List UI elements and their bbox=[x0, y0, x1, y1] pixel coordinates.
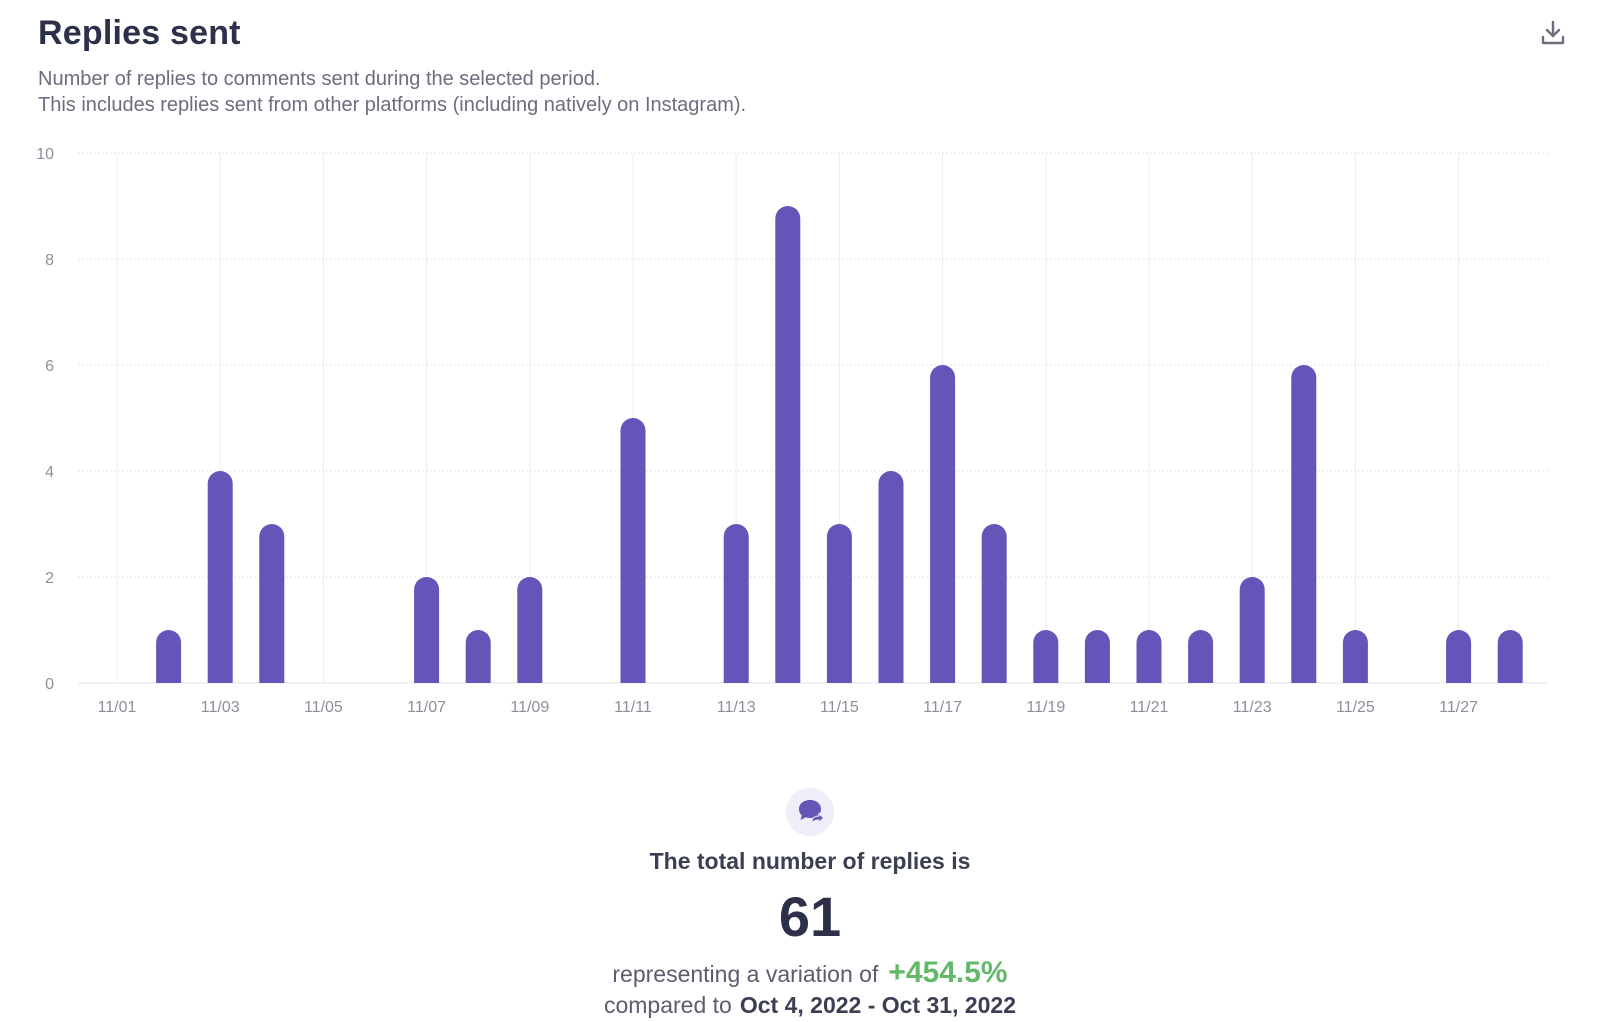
bar-11-23[interactable] bbox=[1239, 577, 1265, 683]
y-tick-label: 4 bbox=[45, 464, 54, 481]
x-tick-label: 11/01 bbox=[98, 699, 137, 716]
bar-11-08[interactable] bbox=[465, 630, 491, 683]
bar-11-16[interactable] bbox=[878, 471, 904, 683]
card-subtitle-line1: Number of replies to comments sent durin… bbox=[38, 68, 601, 90]
replies-bar-chart: 0 2 4 6 8 10 11/01 11/03 11/05 11/07 11/09 11/11 11/… bbox=[36, 146, 1548, 716]
bar-11-19[interactable] bbox=[1033, 630, 1059, 683]
bar-11-11[interactable] bbox=[620, 417, 646, 683]
variation-value: +454.5% bbox=[888, 956, 1008, 989]
chart-labels: 0 2 4 6 8 10 11/01 11/03 11/05 11/07 11/09 11/11 11/… bbox=[36, 146, 1478, 716]
reply-bubble-icon bbox=[799, 800, 825, 824]
x-tick-label: 11/09 bbox=[510, 699, 549, 716]
x-tick-label: 11/03 bbox=[201, 699, 240, 716]
download-button[interactable] bbox=[1538, 18, 1568, 48]
bar-11-22[interactable] bbox=[1188, 630, 1214, 683]
compare-text: compared to bbox=[603, 992, 732, 1018]
y-tick-label: 2 bbox=[45, 570, 54, 587]
x-tick-label: 11/17 bbox=[923, 699, 962, 716]
chart-grid bbox=[78, 152, 1548, 684]
y-tick-label: 8 bbox=[45, 252, 54, 269]
x-tick-label: 11/21 bbox=[1130, 699, 1169, 716]
x-tick-label: 11/07 bbox=[407, 699, 446, 716]
x-tick-label: 11/23 bbox=[1233, 699, 1272, 716]
card-title: Replies sent bbox=[38, 14, 241, 52]
variation-text: representing a variation of bbox=[612, 961, 879, 987]
total-replies-value: 61 bbox=[778, 885, 842, 948]
card-subtitle-line2: This includes replies sent from other pl… bbox=[38, 94, 747, 116]
x-tick-label: 11/13 bbox=[717, 699, 756, 716]
y-tick-label: 0 bbox=[45, 676, 54, 693]
bar-11-02[interactable] bbox=[156, 630, 182, 683]
bar-11-20[interactable] bbox=[1084, 630, 1110, 683]
bar-11-13[interactable] bbox=[723, 524, 749, 683]
bar-11-15[interactable] bbox=[826, 524, 852, 683]
bar-11-25[interactable] bbox=[1342, 630, 1368, 683]
bar-11-07[interactable] bbox=[414, 577, 440, 683]
x-tick-label: 11/27 bbox=[1439, 699, 1478, 716]
compare-line: compared to Oct 4, 2022 - Oct 31, 2022 bbox=[0, 992, 1600, 1019]
bar-11-09[interactable] bbox=[517, 577, 543, 683]
bar-11-17[interactable] bbox=[930, 365, 956, 683]
x-tick-label: 11/05 bbox=[304, 699, 343, 716]
x-tick-label: 11/15 bbox=[820, 699, 859, 716]
x-tick-label: 11/11 bbox=[614, 699, 652, 716]
bar-11-28[interactable] bbox=[1497, 630, 1523, 683]
bar-11-21[interactable] bbox=[1136, 630, 1162, 683]
download-icon bbox=[1541, 20, 1565, 45]
bar-11-14[interactable] bbox=[775, 206, 801, 683]
variation-line: representing a variation of +454.5% bbox=[0, 956, 1600, 990]
bar-11-03[interactable] bbox=[207, 471, 233, 683]
bar-11-24[interactable] bbox=[1291, 365, 1317, 683]
compare-date-range: Oct 4, 2022 - Oct 31, 2022 bbox=[739, 992, 1017, 1018]
y-tick-label: 6 bbox=[45, 358, 54, 375]
x-tick-label: 11/19 bbox=[1026, 699, 1065, 716]
total-replies-label: The total number of replies is bbox=[649, 848, 971, 874]
y-tick-label: 10 bbox=[36, 146, 54, 163]
chart-bars bbox=[156, 206, 1523, 683]
bar-11-04[interactable] bbox=[259, 524, 285, 683]
bar-11-27[interactable] bbox=[1446, 630, 1472, 683]
x-tick-label: 11/25 bbox=[1336, 699, 1375, 716]
replies-icon-badge bbox=[786, 788, 834, 836]
bar-11-18[interactable] bbox=[981, 524, 1007, 683]
